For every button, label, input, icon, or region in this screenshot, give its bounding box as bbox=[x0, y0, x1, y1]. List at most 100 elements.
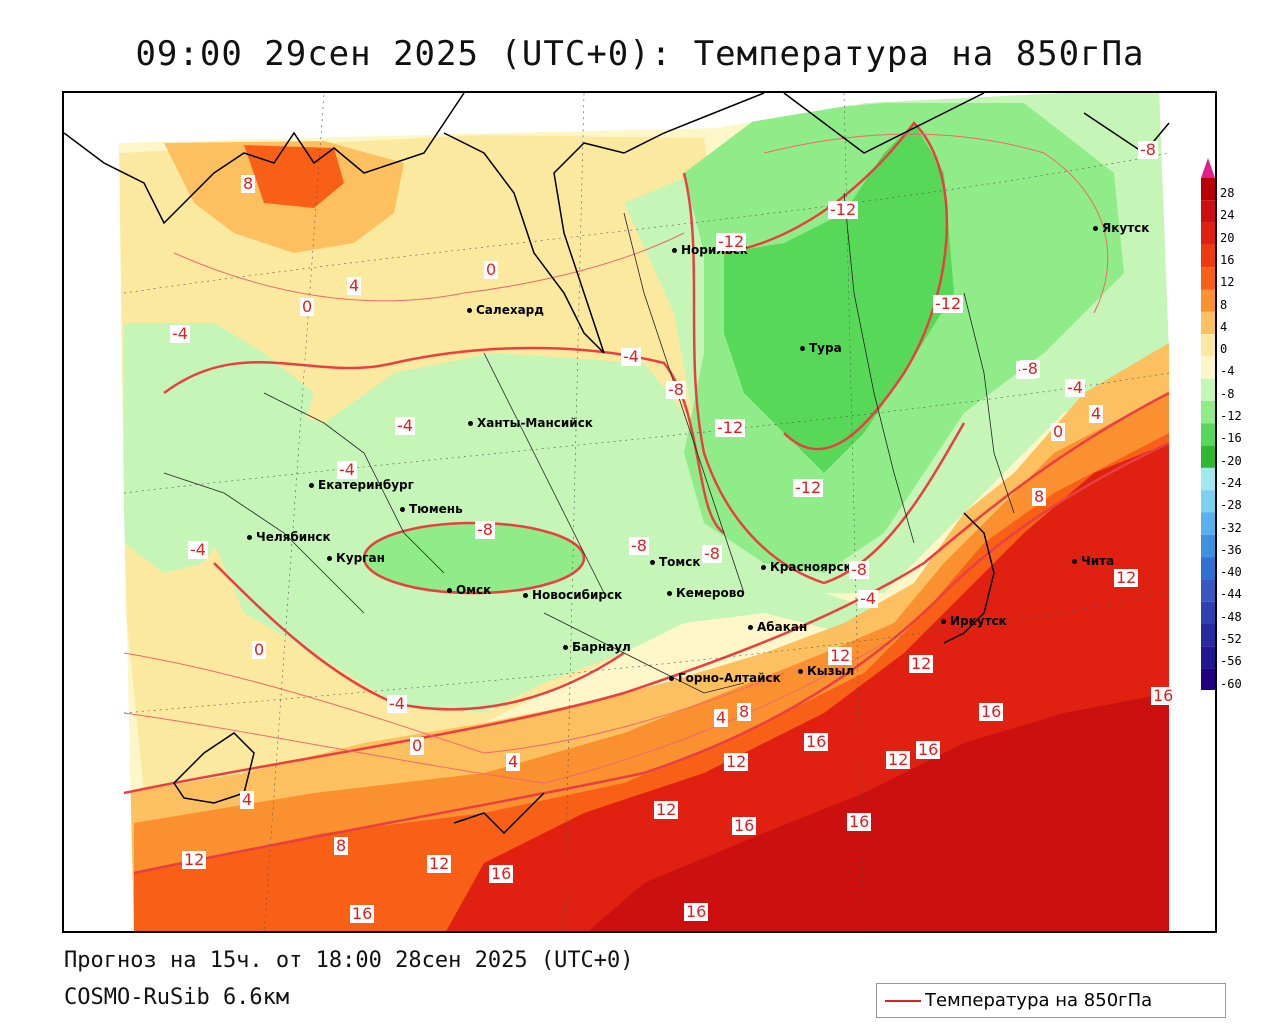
contour-label: -8 bbox=[702, 544, 722, 563]
contour-label: 4 bbox=[240, 790, 255, 809]
city-label: Красноярск bbox=[761, 560, 852, 574]
contour-label: 8 bbox=[737, 702, 752, 721]
city-label: Барнаул bbox=[563, 640, 631, 654]
contour-label: 12 bbox=[886, 750, 911, 769]
contour-label: 16 bbox=[979, 702, 1004, 721]
contour-label: -4 bbox=[1065, 378, 1085, 397]
city-label: Чита bbox=[1071, 554, 1115, 568]
contour-label: 8 bbox=[334, 836, 349, 855]
color-scale-cell bbox=[1201, 289, 1215, 312]
model-info: COSMO-RuSib 6.6км bbox=[64, 985, 290, 1010]
contour-label: -4 bbox=[395, 416, 415, 435]
city-label: Челябинск bbox=[247, 530, 331, 544]
color-scale-cell bbox=[1201, 534, 1215, 558]
contour-label: 16 bbox=[684, 902, 709, 921]
contour-label: 16 bbox=[916, 740, 941, 759]
contour-label: 12 bbox=[427, 854, 452, 873]
color-scale-cell bbox=[1201, 624, 1215, 647]
contour-label: 12 bbox=[182, 850, 207, 869]
coastlines bbox=[64, 93, 1170, 835]
contour-label: -12 bbox=[716, 232, 747, 251]
contour-label: -8 bbox=[629, 536, 649, 555]
legend-label: Температура на 850гПа bbox=[925, 990, 1153, 1011]
city-label: Иркутск bbox=[941, 614, 1007, 628]
legend-line-swatch bbox=[885, 1000, 921, 1002]
contour-label: 16 bbox=[732, 816, 757, 835]
color-scale-cell bbox=[1201, 200, 1215, 223]
color-scale-tick: 12 bbox=[1220, 275, 1235, 290]
contour-label: -4 bbox=[170, 324, 190, 343]
contour-label: 16 bbox=[847, 812, 872, 831]
contour-label: -8 bbox=[1020, 359, 1040, 378]
city-label: Кызыл bbox=[797, 664, 855, 678]
contour-label: 12 bbox=[828, 646, 853, 665]
color-scale-tick: 20 bbox=[1220, 230, 1235, 245]
contour-label: 8 bbox=[241, 174, 256, 193]
temperature-map[interactable]: Салехард Норильск Якутск Тура Ханты-Манс… bbox=[62, 91, 1217, 933]
color-scale-cell bbox=[1201, 512, 1215, 535]
legend: Температура на 850гПа bbox=[876, 983, 1226, 1018]
contour-label: 16 bbox=[1151, 686, 1176, 705]
color-scale-cell bbox=[1201, 557, 1215, 580]
color-scale-tick: 4 bbox=[1220, 319, 1228, 334]
city-label: Салехард bbox=[467, 303, 544, 317]
city-label: Томск bbox=[650, 555, 701, 569]
contour-label: 4 bbox=[714, 708, 729, 727]
color-scale-tick: -48 bbox=[1220, 609, 1242, 624]
contour-label: 12 bbox=[724, 752, 749, 771]
contour-label: -8 bbox=[849, 560, 869, 579]
city-label: Кемерово bbox=[667, 586, 745, 600]
color-scale-tick: -44 bbox=[1220, 587, 1242, 602]
color-scale-cell bbox=[1201, 467, 1215, 491]
color-scale-tick: -32 bbox=[1220, 520, 1242, 535]
color-scale-cell bbox=[1201, 311, 1215, 335]
color-scale-tick: -60 bbox=[1220, 676, 1242, 691]
color-scale-tick: 24 bbox=[1220, 208, 1235, 223]
color-scale bbox=[1200, 158, 1216, 709]
contour-label: -12 bbox=[828, 200, 859, 219]
contour-label: -8 bbox=[475, 520, 495, 539]
color-scale-tick: -28 bbox=[1220, 498, 1242, 513]
city-label: Новосибирск bbox=[522, 588, 623, 602]
city-label: Тюмень bbox=[400, 502, 463, 516]
contour-label: 12 bbox=[1114, 568, 1139, 587]
contour-label: 16 bbox=[489, 864, 514, 883]
city-label: Екатеринбург bbox=[309, 478, 414, 492]
contour-label: 0 bbox=[484, 260, 499, 279]
color-scale-tick: 28 bbox=[1220, 186, 1235, 200]
color-scale-tick: -52 bbox=[1220, 632, 1242, 646]
color-scale-cell bbox=[1201, 490, 1215, 513]
color-scale-tick: 8 bbox=[1220, 297, 1228, 312]
forecast-info: Прогноз на 15ч. от 18:00 28сен 2025 (UTC… bbox=[64, 948, 634, 973]
map-title: 09:00 29сен 2025 (UTC+0): Температура на… bbox=[135, 34, 1145, 74]
contour-label: 0 bbox=[1051, 422, 1066, 441]
color-scale-tick: -24 bbox=[1220, 475, 1242, 490]
city-label: Курган bbox=[327, 551, 385, 565]
contour-label: -8 bbox=[666, 380, 686, 399]
city-label: Омск bbox=[446, 583, 492, 597]
city-label: Тура bbox=[800, 341, 842, 355]
contour-label: 12 bbox=[654, 800, 679, 819]
zone-lightgreen-west bbox=[124, 323, 314, 573]
contour-label: 4 bbox=[506, 752, 521, 771]
city-label: Ханты-Мансийск bbox=[468, 416, 593, 430]
contour-label: -4 bbox=[858, 589, 878, 608]
contour-label: -4 bbox=[387, 694, 407, 713]
graticule bbox=[123, 93, 1170, 931]
color-scale-tick: -12 bbox=[1220, 409, 1242, 423]
color-scale-cell bbox=[1201, 334, 1215, 357]
contour-label: 0 bbox=[252, 640, 267, 659]
contour-label: -4 bbox=[188, 540, 208, 559]
color-scale-tick: -20 bbox=[1220, 453, 1242, 468]
admin-borders bbox=[163, 192, 1015, 694]
color-scale-cell bbox=[1201, 401, 1215, 424]
thin-contours bbox=[123, 133, 1109, 784]
city-label: Якутск bbox=[1092, 221, 1150, 235]
color-scale-tick: -8 bbox=[1220, 386, 1235, 401]
contour-label: 8 bbox=[1032, 487, 1047, 506]
zone-red-deep bbox=[588, 693, 1169, 931]
contour-label: 0 bbox=[410, 736, 425, 755]
color-scale-cell bbox=[1201, 423, 1215, 446]
contour-label: -4 bbox=[621, 347, 641, 366]
contour-label: -12 bbox=[933, 294, 964, 313]
